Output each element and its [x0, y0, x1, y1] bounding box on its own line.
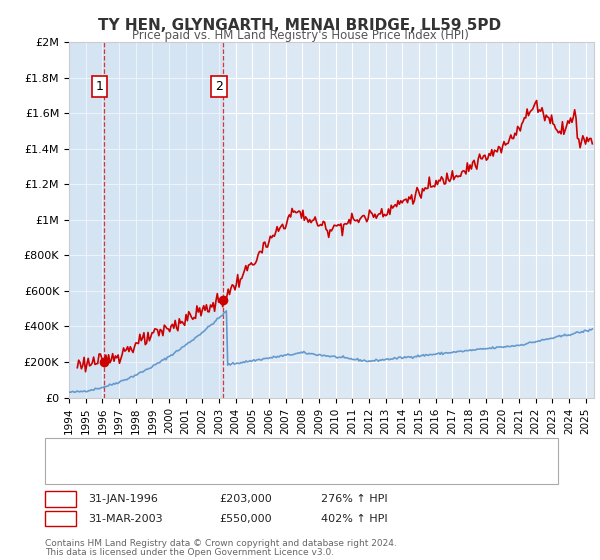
Text: 2: 2: [56, 512, 65, 525]
Text: 276% ↑ HPI: 276% ↑ HPI: [321, 494, 388, 504]
Text: 31-JAN-1996: 31-JAN-1996: [88, 494, 158, 504]
Text: 2: 2: [215, 80, 223, 93]
Text: Price paid vs. HM Land Registry's House Price Index (HPI): Price paid vs. HM Land Registry's House …: [131, 29, 469, 42]
Text: Contains HM Land Registry data © Crown copyright and database right 2024.: Contains HM Land Registry data © Crown c…: [45, 539, 397, 548]
Text: This data is licensed under the Open Government Licence v3.0.: This data is licensed under the Open Gov…: [45, 548, 334, 557]
Text: HPI: Average price, detached house, Isle of Anglesey: HPI: Average price, detached house, Isle…: [91, 455, 367, 465]
Bar: [104, 42, 223, 398]
Text: TY HEN, GLYNGARTH, MENAI BRIDGE, LL59 5PD: TY HEN, GLYNGARTH, MENAI BRIDGE, LL59 5P…: [98, 18, 502, 33]
Text: 402% ↑ HPI: 402% ↑ HPI: [321, 514, 388, 524]
Text: 1: 1: [56, 492, 65, 506]
Text: £550,000: £550,000: [219, 514, 272, 524]
Text: 31-MAR-2003: 31-MAR-2003: [88, 514, 163, 524]
Text: 1: 1: [95, 80, 103, 93]
Text: £203,000: £203,000: [219, 494, 272, 504]
Text: TY HEN, GLYNGARTH, MENAI BRIDGE, LL59 5PD (detached house): TY HEN, GLYNGARTH, MENAI BRIDGE, LL59 5P…: [91, 443, 431, 453]
Bar: [69, 42, 104, 398]
